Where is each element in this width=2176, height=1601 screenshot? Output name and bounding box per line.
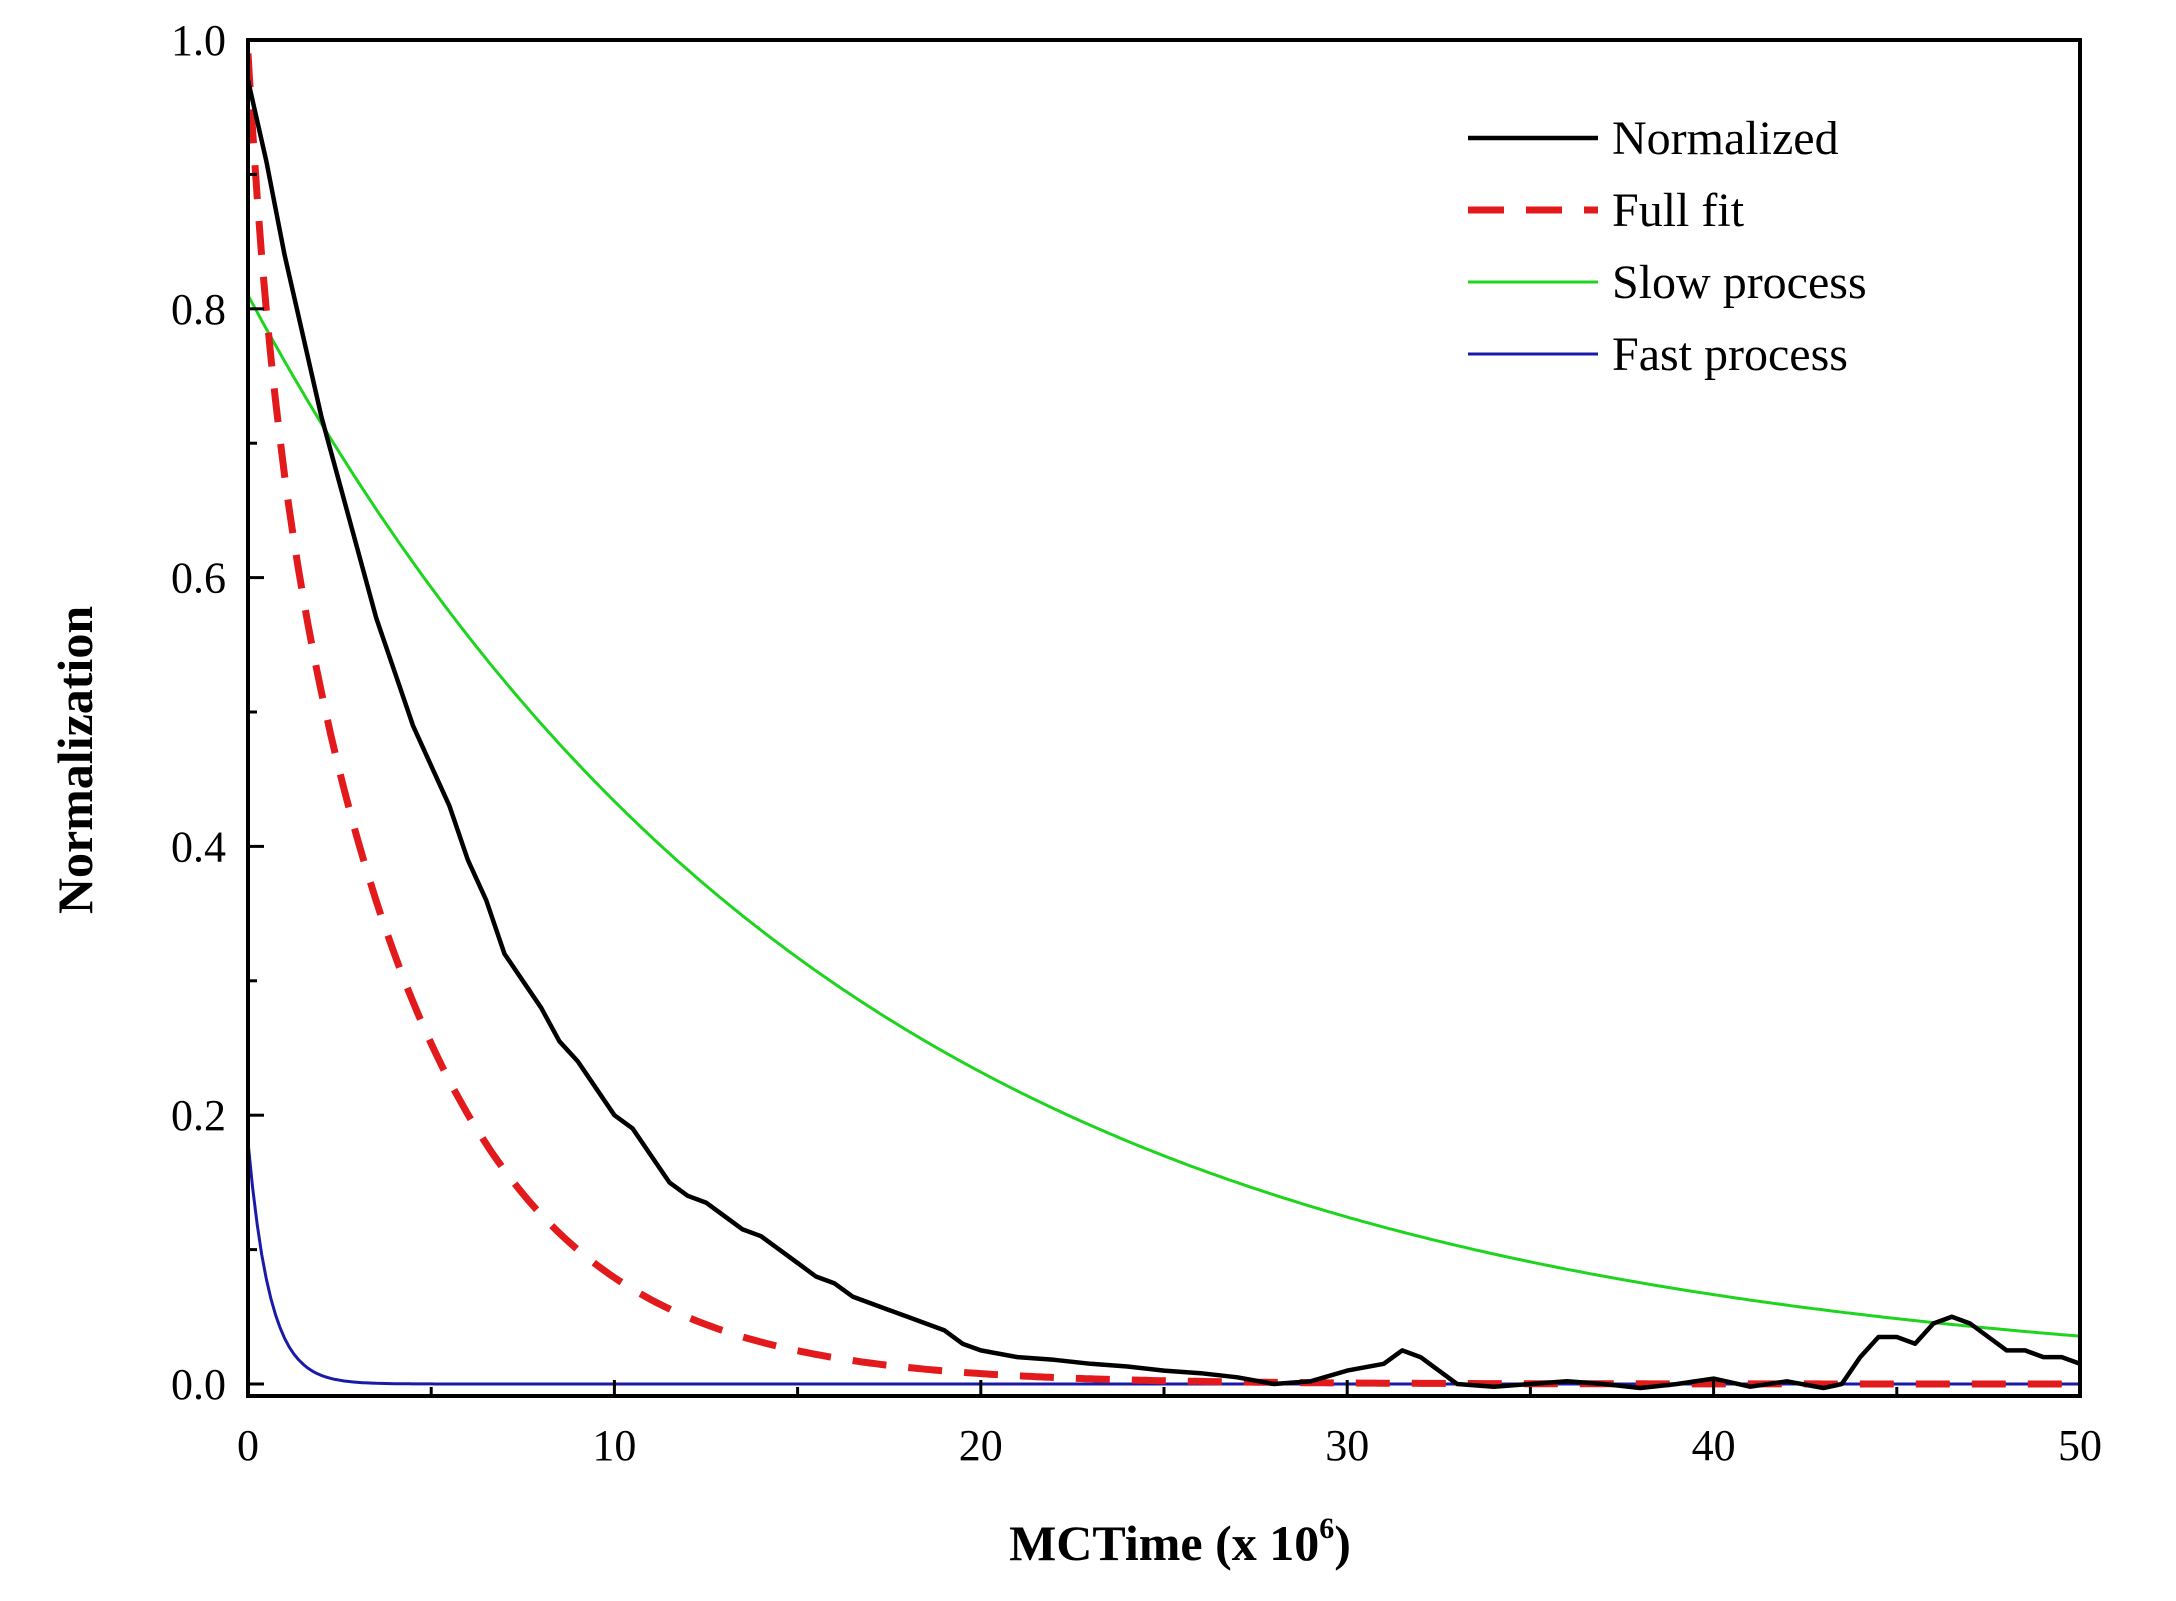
x-tick-label: 30 (1325, 1421, 1369, 1470)
x-tick-label: 10 (592, 1421, 636, 1470)
series-line-fast-process (248, 1141, 2080, 1386)
x-tick-label: 40 (1692, 1421, 1736, 1470)
x-axis-title-end: ) (1334, 1515, 1351, 1571)
x-tick-label: 50 (2058, 1421, 2102, 1470)
y-tick-label: 0.6 (171, 554, 226, 603)
y-tick-label: 0.0 (171, 1360, 226, 1409)
series-layer (248, 53, 2080, 1391)
y-tick-label: 0.2 (171, 1091, 226, 1140)
x-axis-title-main: MCTime (x 10 (1009, 1515, 1319, 1571)
legend-label: Normalized (1612, 112, 1839, 165)
x-tick-label: 0 (237, 1421, 259, 1470)
x-tick-label: 20 (959, 1421, 1003, 1470)
ticks-layer (246, 38, 2082, 1396)
tick-labels-layer: 0 10 20 30 40 50 0.0 0.2 0.4 0.6 0.8 1.0 (171, 16, 2102, 1470)
y-tick-label: 0.4 (171, 822, 226, 871)
y-tick-label: 0.8 (171, 285, 226, 334)
y-axis-title: Normalization (47, 606, 103, 914)
series-line-normalized (248, 79, 2080, 1391)
legend-label: Full fit (1612, 184, 1745, 237)
legend-label: Fast process (1612, 328, 1848, 381)
series-line-full-fit (248, 53, 2080, 1388)
series-line-slow-process (248, 294, 2080, 1338)
y-tick-label: 1.0 (171, 16, 226, 65)
legend: Normalized Full fit Slow process Fast proce… (1468, 112, 1867, 381)
x-axis-title: MCTime (x 106) (1009, 1512, 1351, 1571)
legend-label: Slow process (1612, 256, 1867, 309)
x-axis-title-superscript: 6 (1319, 1512, 1334, 1545)
